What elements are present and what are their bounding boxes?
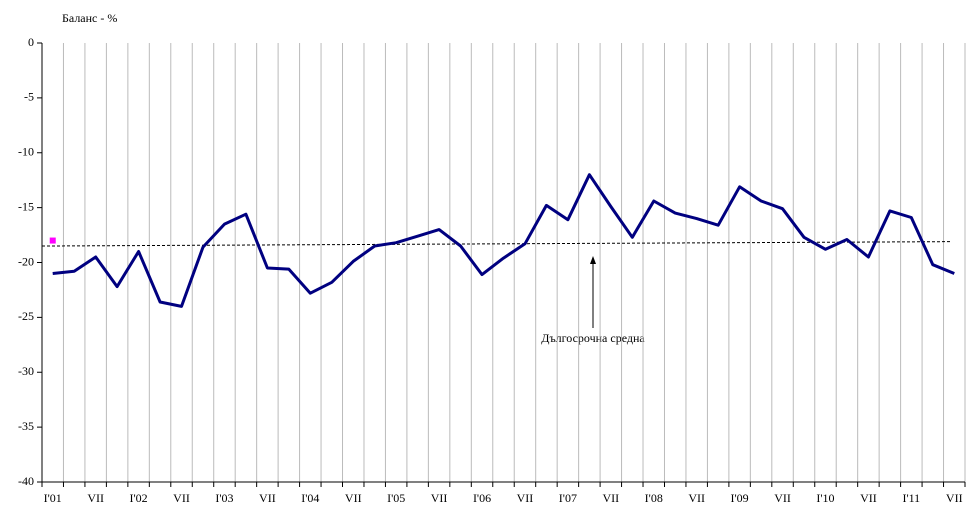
y-tick-label: 0	[28, 35, 34, 49]
x-tick-label: VII	[173, 491, 190, 505]
annotation: Дългосрочна средна	[541, 331, 645, 345]
y-axis-label: Баланс - %	[62, 11, 117, 25]
x-tick-label: I'01	[44, 491, 62, 505]
arrow-head	[590, 256, 596, 264]
reference-line	[41, 241, 951, 247]
y-tick-label: -20	[18, 254, 34, 268]
y-tick-label: -30	[18, 364, 34, 378]
x-tick-label: I'08	[645, 491, 663, 505]
x-tick-label: I'06	[473, 491, 491, 505]
x-tick-label: I'03	[215, 491, 233, 505]
y-tick-label: -25	[18, 309, 34, 323]
x-tick-label: I'02	[130, 491, 148, 505]
x-tick-label: VII	[431, 491, 448, 505]
y-tick-label: -15	[18, 199, 34, 213]
x-tick-label: I'05	[387, 491, 405, 505]
x-tick-label: I'07	[559, 491, 577, 505]
x-tick-label: I'11	[902, 491, 920, 505]
x-tick-label: VII	[345, 491, 362, 505]
x-tick-label: VII	[87, 491, 104, 505]
x-tick-label: VII	[602, 491, 619, 505]
y-tick-label: -5	[24, 90, 34, 104]
x-tick-label: VII	[774, 491, 791, 505]
y-tick-label: -35	[18, 419, 34, 433]
y-tick-label: -10	[18, 145, 34, 159]
x-tick-label: VII	[860, 491, 877, 505]
x-tick-label: VII	[517, 491, 534, 505]
x-tick-label: VII	[688, 491, 705, 505]
y-tick-label: -40	[18, 474, 34, 488]
x-tick-label: VII	[946, 491, 963, 505]
x-tick-label: I'10	[816, 491, 834, 505]
x-tick-label: VII	[259, 491, 276, 505]
x-tick-label: I'09	[731, 491, 749, 505]
marker	[49, 237, 56, 244]
data-line	[52, 173, 955, 308]
x-tick-label: I'04	[301, 491, 319, 505]
